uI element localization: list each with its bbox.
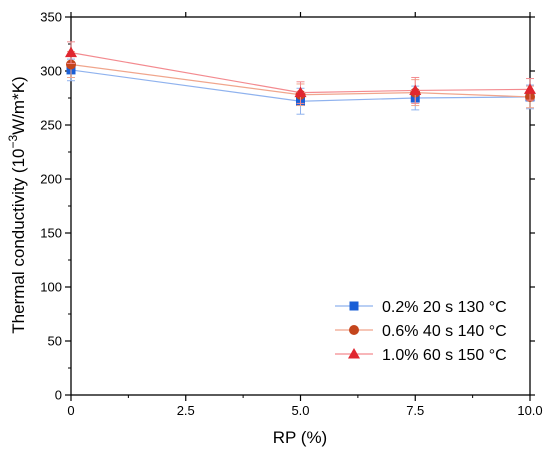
y-axis-title: Thermal conductivity (10−3W/m*K) <box>6 76 28 333</box>
x-tick-label: 2.5 <box>177 403 195 418</box>
series-line <box>70 52 531 94</box>
y-tick-label: 100 <box>40 280 62 295</box>
legend-item: 1.0% 60 s 150 °C <box>335 347 507 364</box>
series-3 <box>65 41 536 104</box>
legend-marker <box>348 348 360 359</box>
series-line <box>70 69 531 102</box>
x-tick-label: 10.0 <box>517 403 542 418</box>
y-tick-label: 300 <box>40 64 62 79</box>
series-layer <box>65 41 536 115</box>
legend: 0.2% 20 s 130 °C 0.6% 40 s 140 °C 1.0% 60 … <box>335 299 507 364</box>
x-tick-label: 0 <box>67 403 74 418</box>
data-point <box>294 86 307 98</box>
y-tick-label: 250 <box>40 118 62 133</box>
legend-marker <box>349 301 359 311</box>
x-tick-label: 5.0 <box>291 403 309 418</box>
axes: 0 2.5 5.0 7.5 10.0 0 50 100 150 200 250 300 350 <box>40 10 542 419</box>
legend-label: 0.6% 40 s 140 °C <box>382 323 507 340</box>
data-point <box>65 46 77 58</box>
y-axis-title-suffix: W/m*K) <box>9 76 28 135</box>
y-tick-label: 350 <box>40 10 62 25</box>
series-line <box>70 63 531 98</box>
y-tick-label: 50 <box>48 334 62 349</box>
y-axis-title-exponent: −3 <box>6 135 20 149</box>
data-point <box>409 84 422 95</box>
y-tick-label: 200 <box>40 172 62 187</box>
y-axis-title-prefix: Thermal conductivity (10 <box>9 149 28 334</box>
x-tick-label: 7.5 <box>406 403 424 418</box>
x-axis-title: RP (%) <box>273 428 327 447</box>
legend-marker <box>349 325 359 335</box>
y-tick-label: 150 <box>40 226 62 241</box>
y-tick-label: 0 <box>55 388 62 403</box>
legend-item: 0.6% 40 s 140 °C <box>335 323 507 340</box>
legend-label: 1.0% 60 s 150 °C <box>382 347 507 364</box>
legend-label: 0.2% 20 s 130 °C <box>382 299 507 316</box>
data-point <box>66 59 76 70</box>
data-point <box>524 83 536 94</box>
legend-item: 0.2% 20 s 130 °C <box>335 299 507 316</box>
